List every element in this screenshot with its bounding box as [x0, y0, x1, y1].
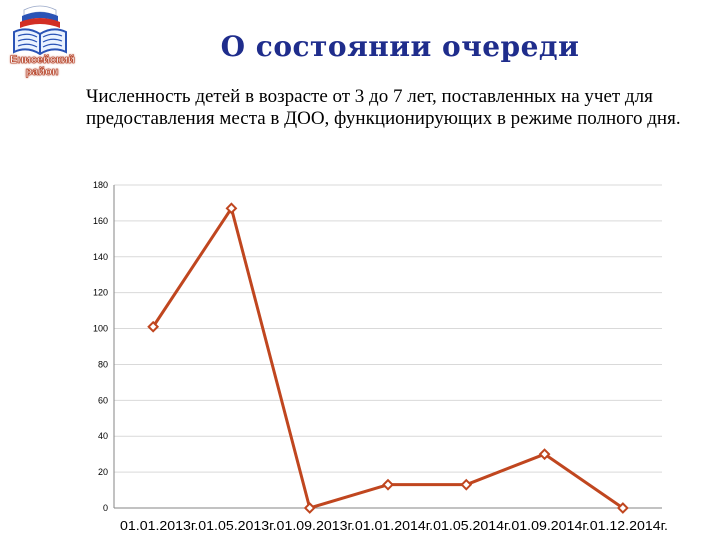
series-line — [151, 206, 624, 510]
y-tick-label: 0 — [103, 503, 108, 513]
y-tick-label: 60 — [98, 395, 108, 405]
y-tick-label: 40 — [98, 431, 108, 441]
x-tick-label: 01.09.2013г. — [277, 518, 355, 533]
x-tick-labels: 01.01.2013г. 01.05.2013г. 01.09.2013г. 01.0… — [120, 518, 668, 533]
page-subtitle: Численность детей в возрасте от 3 до 7 л… — [86, 86, 681, 129]
page-title: О состоянии очереди — [220, 30, 580, 63]
data-point-marker — [616, 502, 629, 514]
x-tick-label: 01.09.2014г. — [511, 518, 589, 533]
y-tick-label: 180 — [93, 180, 108, 190]
data-point-marker — [147, 320, 160, 333]
x-tick-label: 01.01.2013г. — [120, 518, 198, 533]
data-point-marker — [538, 448, 551, 461]
x-tick-label: 01.12.2014г. — [590, 518, 668, 533]
logo-caption: Енисейский район — [10, 54, 75, 79]
y-tick-label: 160 — [93, 216, 108, 226]
data-point-marker — [303, 502, 316, 514]
x-tick-label: 01.05.2014г. — [433, 518, 511, 533]
y-tick-label: 120 — [93, 288, 108, 298]
y-tick-label: 100 — [93, 324, 108, 334]
y-tick-label: 80 — [98, 359, 108, 369]
y-tick-label: 20 — [98, 467, 108, 477]
data-point-marker — [382, 478, 394, 491]
logo: Енисейский район — [4, 2, 76, 82]
data-point-marker — [460, 478, 473, 491]
data-point-marker — [225, 202, 238, 215]
x-tick-label: 01.05.2013г. — [198, 518, 276, 533]
x-tick-label: 01.01.2014г. — [355, 518, 433, 533]
y-tick-label: 140 — [93, 252, 108, 262]
book-flag-emblem-icon — [13, 5, 67, 56]
